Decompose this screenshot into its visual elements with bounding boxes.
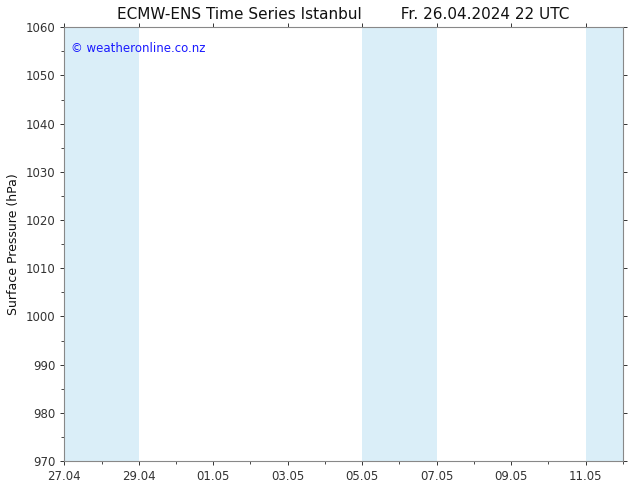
Text: © weatheronline.co.nz: © weatheronline.co.nz — [71, 43, 205, 55]
Title: ECMW-ENS Time Series Istanbul        Fr. 26.04.2024 22 UTC: ECMW-ENS Time Series Istanbul Fr. 26.04.… — [117, 7, 570, 22]
Bar — [586, 27, 623, 461]
Bar — [64, 27, 139, 461]
Bar — [362, 27, 437, 461]
Y-axis label: Surface Pressure (hPa): Surface Pressure (hPa) — [7, 173, 20, 315]
